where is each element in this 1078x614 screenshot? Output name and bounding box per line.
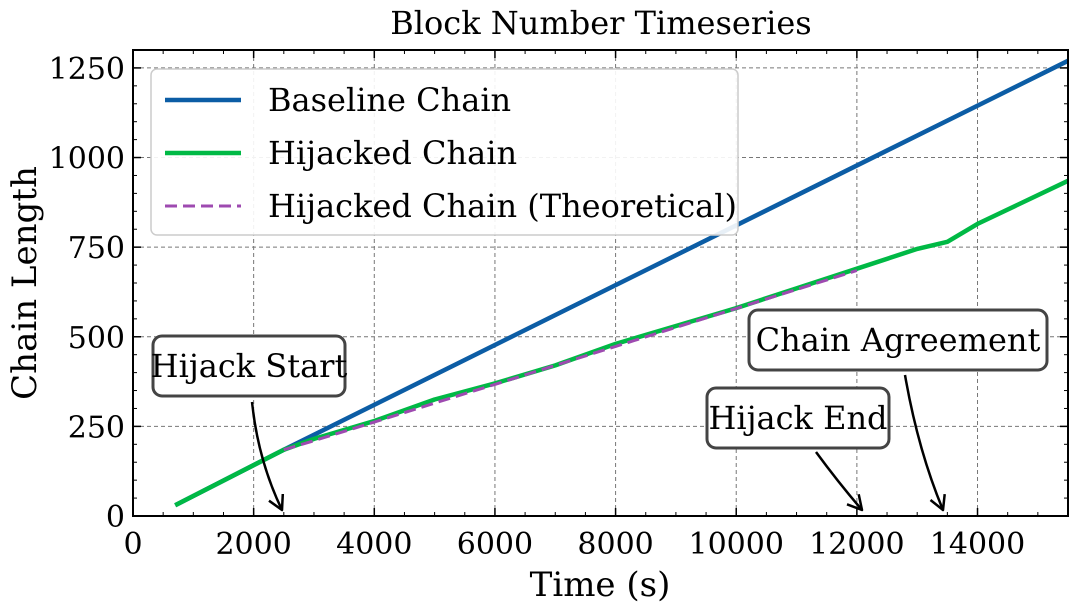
x-tick-label: 8000 bbox=[577, 527, 653, 562]
annotation-arrowhead-hijack-start bbox=[268, 493, 285, 512]
legend-label-baseline-chain: Baseline Chain bbox=[268, 81, 511, 119]
y-tick-label: 1250 bbox=[49, 52, 125, 87]
y-tick-label: 0 bbox=[106, 500, 125, 535]
legend-box bbox=[150, 68, 739, 236]
y-axis-label: Chain Length bbox=[5, 166, 45, 400]
annotation-hijack-end: Hijack End bbox=[708, 399, 887, 437]
legend-label-hijacked-chain: Hijacked Chain bbox=[268, 134, 517, 172]
annotation-chain-agreement: Chain Agreement bbox=[756, 321, 1041, 359]
y-tick-label: 250 bbox=[68, 410, 125, 445]
annotation-arrow-chain-agreement bbox=[903, 374, 945, 511]
chart-title: Block Number Timeseries bbox=[390, 4, 811, 42]
annotation-hijack-start: Hijack Start bbox=[151, 347, 348, 385]
annotations: Hijack Start Hijack End Chain Agreement bbox=[151, 308, 1049, 512]
plot-frame bbox=[132, 49, 1069, 517]
annotation-arrow-hijack-end bbox=[814, 451, 863, 511]
x-tick-label: 2000 bbox=[215, 527, 291, 562]
annotation-box-hijack-end bbox=[705, 386, 891, 450]
x-tick-label: 4000 bbox=[336, 527, 412, 562]
x-tick-label: 6000 bbox=[457, 527, 533, 562]
series-line-hijacked-chain-theoretical bbox=[283, 269, 858, 452]
axis-ticks: 0 2000 4000 6000 8000 10000 12000 14000 0 250 500 7… bbox=[49, 50, 1068, 562]
x-axis-label: Time (s) bbox=[530, 565, 671, 605]
legend: Baseline Chain Hijacked Chain Hijacked Cha… bbox=[150, 68, 739, 236]
x-tick-label: 14000 bbox=[930, 527, 1025, 562]
annotation-arrowhead-hijack-end bbox=[846, 494, 864, 512]
annotation-box-chain-agreement bbox=[747, 308, 1049, 372]
x-tick-label: 10000 bbox=[689, 527, 784, 562]
x-tick-label: 0 bbox=[123, 527, 142, 562]
series-group bbox=[174, 58, 1069, 508]
annotation-arrow-hijack-start bbox=[250, 401, 284, 511]
y-tick-label: 750 bbox=[68, 231, 125, 266]
annotation-box-hijack-start bbox=[151, 334, 347, 398]
y-tick-label: 500 bbox=[68, 321, 125, 356]
annotation-arrowhead-chain-agreement bbox=[929, 493, 946, 512]
legend-label-hijacked-chain-theoretical: Hijacked Chain (Theoretical) bbox=[268, 187, 737, 225]
y-tick-label: 1000 bbox=[49, 142, 125, 177]
x-tick-label: 12000 bbox=[809, 527, 904, 562]
